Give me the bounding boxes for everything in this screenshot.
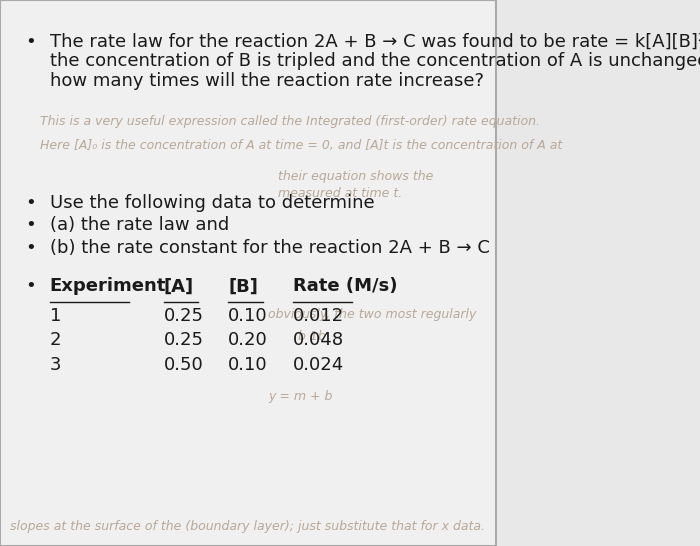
- Text: 0.25: 0.25: [164, 307, 204, 325]
- Text: 3: 3: [50, 356, 61, 374]
- Text: Rate (M/s): Rate (M/s): [293, 277, 397, 295]
- Text: slopes at the surface of the (boundary layer); just substitute that for x data.: slopes at the surface of the (boundary l…: [10, 520, 485, 533]
- Text: •: •: [25, 277, 36, 295]
- Text: their equation shows the: their equation shows the: [278, 170, 433, 183]
- Text: y = m + b: y = m + b: [268, 390, 332, 403]
- Text: 0.25: 0.25: [164, 331, 204, 349]
- Text: Here [A]₀ is the concentration of A at time = 0, and [A]t is the concentration o: Here [A]₀ is the concentration of A at t…: [40, 139, 562, 152]
- Text: 0.10: 0.10: [228, 307, 268, 325]
- Text: 0.10: 0.10: [228, 356, 268, 374]
- Text: •: •: [25, 216, 36, 234]
- Text: This is a very useful expression called the Integrated (first-order) rate equati: This is a very useful expression called …: [40, 115, 540, 128]
- Text: (b) the rate constant for the reaction 2A + B → C: (b) the rate constant for the reaction 2…: [50, 239, 489, 257]
- Text: 0.048: 0.048: [293, 331, 344, 349]
- Text: 0.50: 0.50: [164, 356, 204, 374]
- Text: b 1b: b 1b: [298, 330, 326, 343]
- Text: obviously, the two most regularly: obviously, the two most regularly: [268, 308, 476, 322]
- Text: [B]: [B]: [228, 277, 258, 295]
- Text: how many times will the reaction rate increase?: how many times will the reaction rate in…: [50, 72, 484, 90]
- Text: Use the following data to determine: Use the following data to determine: [50, 194, 374, 212]
- Text: 0.024: 0.024: [293, 356, 344, 374]
- Text: •: •: [25, 194, 36, 212]
- Text: 0.012: 0.012: [293, 307, 344, 325]
- Text: 2: 2: [50, 331, 61, 349]
- Text: Experiment: Experiment: [50, 277, 166, 295]
- Text: •: •: [25, 239, 36, 257]
- Text: the concentration of B is tripled and the concentration of A is unchanged, by: the concentration of B is tripled and th…: [50, 52, 700, 70]
- Text: •: •: [25, 33, 36, 51]
- Text: [A]: [A]: [164, 277, 194, 295]
- Text: The rate law for the reaction 2A + B → C was found to be rate = k[A][B]². If: The rate law for the reaction 2A + B → C…: [50, 33, 700, 51]
- Text: measured at time t.: measured at time t.: [278, 187, 402, 200]
- FancyBboxPatch shape: [0, 0, 496, 546]
- Text: 0.20: 0.20: [228, 331, 268, 349]
- Text: 1: 1: [50, 307, 61, 325]
- Text: (a) the rate law and: (a) the rate law and: [50, 216, 229, 234]
